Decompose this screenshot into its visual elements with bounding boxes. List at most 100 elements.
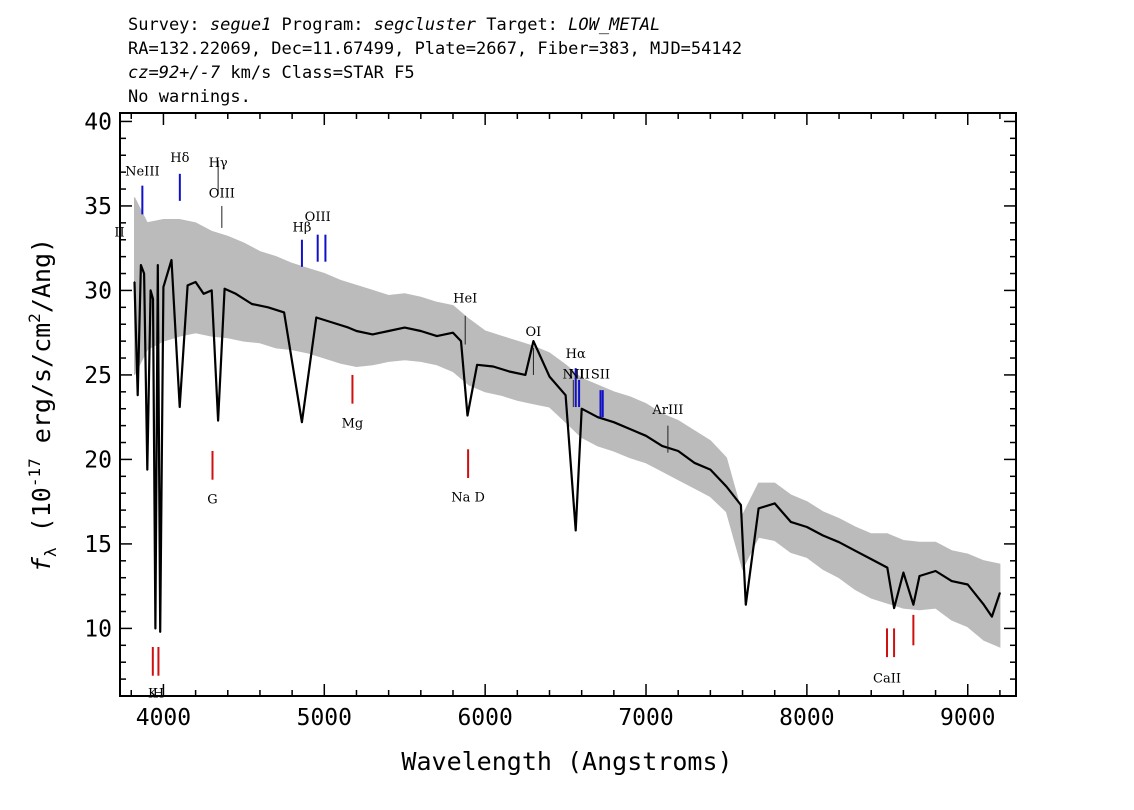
flux-point	[159, 631, 161, 633]
flux-point	[597, 416, 599, 419]
flux-point	[476, 364, 478, 366]
flux-point	[773, 502, 776, 505]
flux-point	[157, 264, 159, 266]
absorption-label: CaII	[873, 671, 901, 686]
flux-point	[492, 365, 495, 368]
x-tick-label: 9000	[940, 705, 995, 731]
emission-label: Hα	[566, 347, 586, 362]
flux-point	[331, 321, 334, 324]
flux-point	[806, 526, 808, 528]
absorption-label: H	[153, 687, 164, 702]
flux-point	[267, 306, 269, 309]
y-tick-label: 30	[84, 278, 112, 304]
y-axis-title-part: erg/s/cm	[27, 323, 56, 458]
emission-label: OIII	[209, 186, 235, 201]
flux-point	[387, 330, 390, 332]
header-line-4: No warnings.	[128, 87, 251, 107]
emission-label: NII	[562, 367, 584, 382]
flux-point	[564, 394, 567, 397]
header-line-2: RA=132.22069, Dec=11.67499, Plate=2667, …	[128, 39, 742, 59]
flux-point	[143, 272, 145, 275]
flux-point	[140, 264, 142, 266]
x-tick-label: 4000	[136, 705, 191, 731]
flux-point	[950, 580, 953, 582]
header-run: cz=92+/-7	[128, 63, 221, 83]
flux-point	[283, 311, 285, 314]
flux-point	[436, 335, 438, 337]
flux-point	[149, 289, 152, 292]
flux-point	[822, 534, 824, 537]
flux-point	[661, 445, 663, 447]
flux-point	[740, 504, 742, 506]
y-tick-label: 15	[84, 532, 112, 558]
flux-point	[210, 289, 213, 292]
emission-label: NeIII	[125, 165, 159, 180]
emission-label: ArIII	[651, 403, 683, 418]
y-axis-title-part: /Ang)	[27, 238, 56, 313]
flux-point	[693, 462, 696, 464]
flux-point	[532, 340, 535, 342]
header-run: segue1	[210, 15, 271, 35]
flux-point	[854, 549, 856, 552]
y-axis-title-part: f	[27, 556, 56, 572]
flux-layer	[133, 258, 1001, 633]
y-axis-title: fλ (10-17 erg/s/cm2/Ang)	[25, 238, 60, 572]
flux-point	[235, 293, 237, 295]
header-line-3: cz=92+/-7 km/s Class=STAR F5	[128, 63, 415, 83]
flux-point	[757, 507, 760, 510]
flux-point	[223, 287, 226, 290]
emission-label: Hβ	[293, 220, 312, 235]
flux-point	[170, 259, 173, 261]
absorption-label: K	[148, 687, 158, 702]
flux-point	[870, 558, 872, 560]
header-run: segcluster	[374, 15, 477, 35]
absorption-label: Mg	[342, 416, 364, 431]
flux-point	[838, 541, 840, 543]
emission-label: NII	[568, 367, 590, 382]
flux-point	[918, 575, 921, 577]
emission-label: HeI	[453, 291, 477, 306]
flux-point	[460, 340, 462, 342]
flux-point	[548, 375, 551, 378]
flux-point	[709, 468, 712, 471]
x-tick-label: 6000	[457, 705, 512, 731]
flux-point	[912, 603, 915, 606]
y-tick-label: 10	[84, 616, 112, 642]
flux-point	[508, 370, 511, 373]
x-tick-label: 7000	[618, 705, 673, 731]
flux-point	[154, 627, 157, 630]
x-axis: 4000 5000 6000 7000 8000 9000	[130, 113, 1001, 731]
x-tick-label: 5000	[297, 705, 352, 731]
flux-point	[790, 521, 792, 523]
y-axis: 10 15 20 25 30 35 40	[84, 109, 1016, 680]
header-run: Target:	[476, 15, 568, 35]
flux-point	[355, 330, 358, 332]
flux-point	[580, 407, 583, 410]
flux-point	[194, 281, 197, 283]
flux-point	[983, 603, 985, 606]
y-tick-label: 25	[84, 363, 112, 389]
flux-point	[371, 333, 374, 336]
flux-point	[934, 570, 937, 572]
flux-point	[420, 330, 422, 332]
flux-point	[452, 331, 454, 334]
header-run: km/s Class=STAR F5	[220, 63, 414, 83]
y-axis-title-part: -17	[25, 458, 44, 487]
flux-point	[217, 419, 219, 422]
emission-label: OI	[526, 325, 542, 340]
header-run: Program:	[271, 15, 373, 35]
absorption-label: G	[207, 492, 217, 507]
emission-label: OIII	[305, 210, 331, 225]
flux-point	[613, 421, 615, 424]
y-tick-label: 35	[84, 194, 112, 220]
emission-label: Hγ	[209, 156, 228, 171]
y-axis-title-part: 2	[25, 313, 44, 323]
flux-point	[466, 414, 469, 417]
header-line-1: Survey: segue1 Program: segcluster Targe…	[128, 15, 660, 35]
y-axis-title-part: (10	[27, 487, 56, 547]
flux-point	[725, 485, 728, 488]
flux-point	[251, 303, 253, 305]
emission-label: Hδ	[170, 151, 189, 166]
header-block: Survey: segue1 Program: segcluster Targe…	[128, 15, 742, 107]
flux-point	[186, 284, 189, 287]
